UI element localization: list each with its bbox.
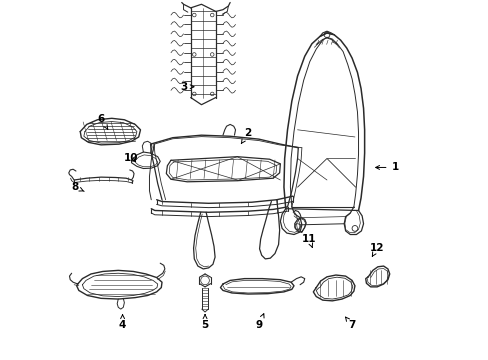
Text: 4: 4 xyxy=(119,314,126,330)
Text: 7: 7 xyxy=(345,317,355,330)
Text: 11: 11 xyxy=(301,234,316,247)
Text: 6: 6 xyxy=(97,114,108,129)
Text: 3: 3 xyxy=(180,82,194,92)
Text: 2: 2 xyxy=(241,129,251,144)
Text: 12: 12 xyxy=(369,243,384,256)
Text: 1: 1 xyxy=(375,162,398,172)
Text: 8: 8 xyxy=(71,182,84,192)
Text: 5: 5 xyxy=(201,314,208,330)
Text: 9: 9 xyxy=(255,314,264,330)
Text: 10: 10 xyxy=(124,153,139,163)
